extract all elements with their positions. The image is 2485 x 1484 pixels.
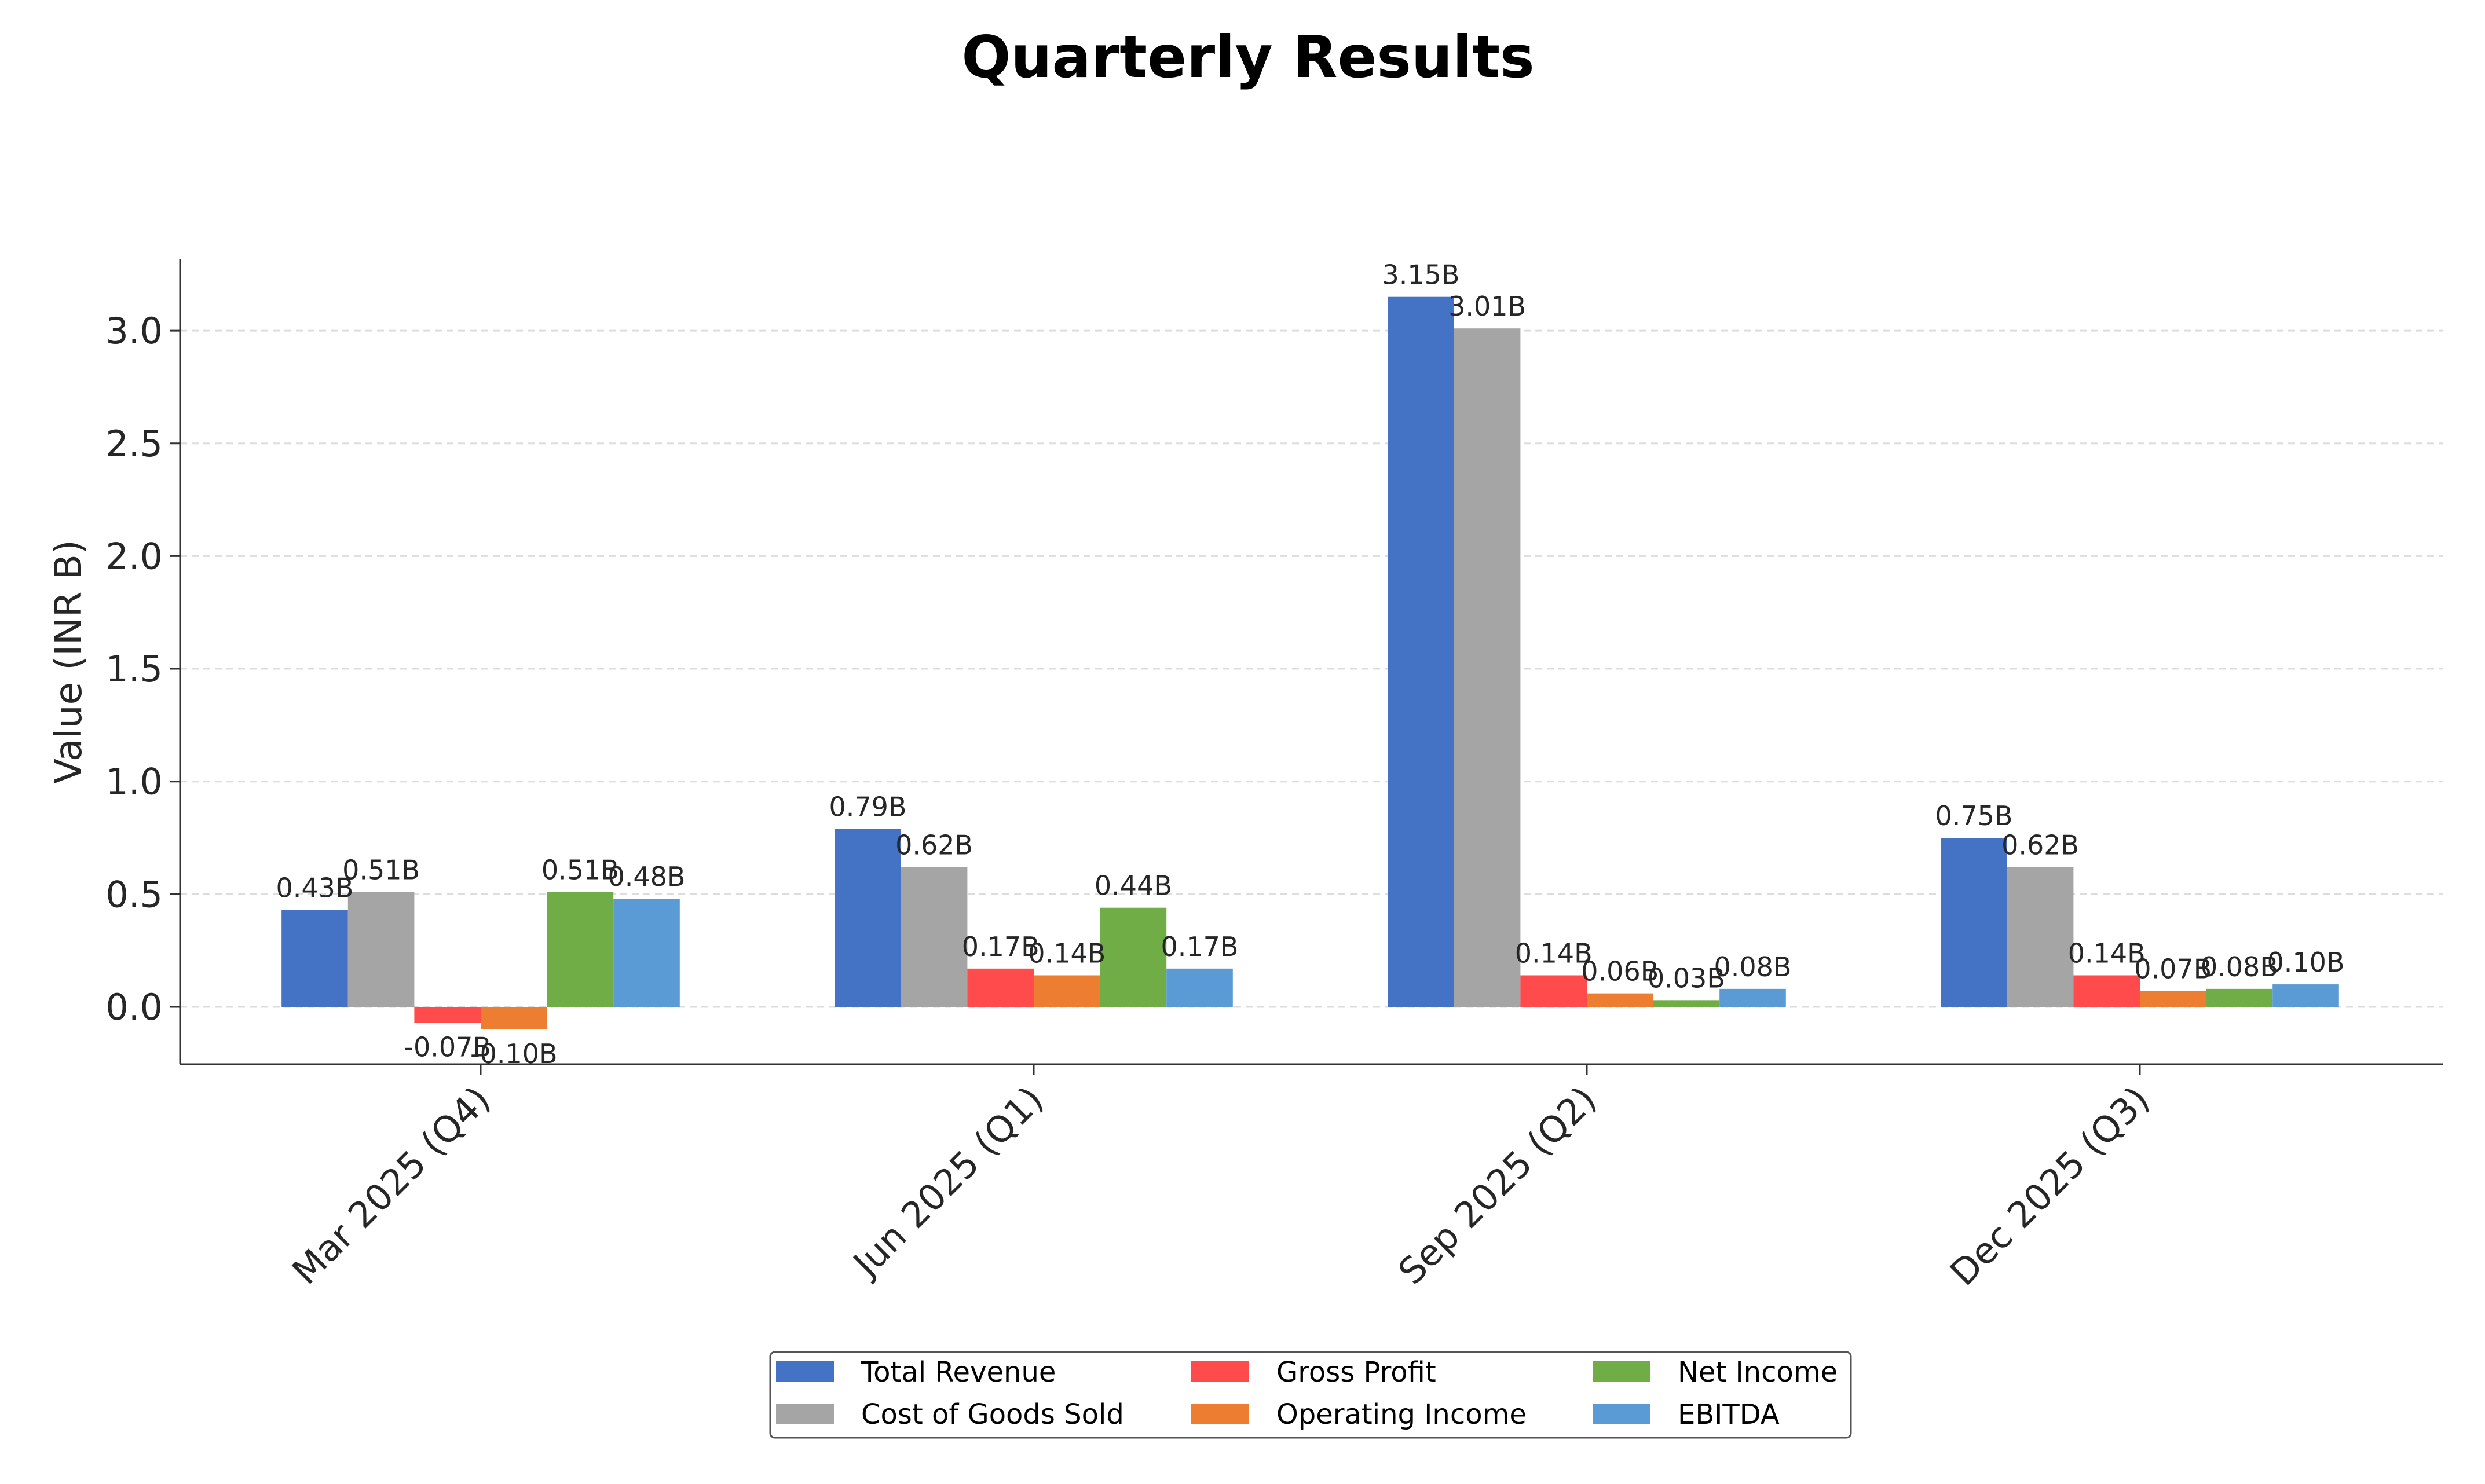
legend: Total Revenue Cost of Goods Sold Gross Pro… bbox=[769, 1351, 1852, 1439]
data-label: 0.44B bbox=[1095, 870, 1172, 902]
bar bbox=[2272, 984, 2339, 1007]
bar bbox=[613, 899, 680, 1007]
bar bbox=[835, 829, 901, 1007]
y-ticks: 0.0 0.5 1.0 1.5 2.0 2.5 3.0 bbox=[105, 310, 180, 1028]
legend-items: Total Revenue Cost of Goods Sold Gross Pro… bbox=[776, 1356, 1838, 1431]
bar bbox=[1653, 1000, 1720, 1007]
y-tick-label: 3.0 bbox=[105, 310, 163, 352]
bar bbox=[281, 910, 348, 1007]
data-label: 3.15B bbox=[1382, 259, 1460, 291]
data-label: 0.62B bbox=[895, 830, 973, 861]
y-tick-label: 1.5 bbox=[105, 648, 163, 690]
legend-swatch bbox=[1593, 1404, 1650, 1424]
legend-swatch bbox=[776, 1404, 834, 1424]
bar bbox=[967, 968, 1034, 1007]
data-label: 0.08B bbox=[1714, 951, 1792, 983]
bar bbox=[1100, 907, 1167, 1007]
x-tick-label: Mar 2025 (Q4) bbox=[284, 1078, 498, 1292]
legend-label: Operating Income bbox=[1276, 1398, 1527, 1431]
data-label: 0.08B bbox=[2201, 951, 2278, 983]
legend-swatch bbox=[1191, 1404, 1249, 1424]
data-label: 0.62B bbox=[2001, 830, 2079, 861]
y-tick-label: 0.0 bbox=[105, 986, 163, 1028]
bar bbox=[347, 892, 415, 1007]
gridlines bbox=[180, 329, 2443, 1008]
legend-swatch bbox=[1191, 1361, 1249, 1382]
legend-label: Total Revenue bbox=[861, 1356, 1056, 1388]
data-label: 0.14B bbox=[1028, 937, 1106, 969]
bar bbox=[1520, 975, 1587, 1007]
bar bbox=[1166, 968, 1233, 1007]
bar bbox=[1941, 838, 2007, 1007]
legend-swatch bbox=[1593, 1361, 1650, 1382]
bars bbox=[281, 296, 2339, 1029]
data-label: 0.75B bbox=[1935, 800, 2013, 831]
data-label: 0.07B bbox=[2134, 954, 2212, 985]
legend-label: Cost of Goods Sold bbox=[861, 1398, 1124, 1431]
data-label: 0.06B bbox=[1581, 956, 1659, 987]
data-label: 0.17B bbox=[1161, 931, 1239, 962]
data-label: 0.51B bbox=[541, 854, 619, 885]
data-label: -0.07B bbox=[404, 1031, 491, 1062]
data-label: 0.10B bbox=[2267, 947, 2345, 978]
bar bbox=[2073, 975, 2140, 1007]
y-tick-label: 1.0 bbox=[105, 761, 163, 803]
bar bbox=[1587, 993, 1653, 1007]
data-label: 0.51B bbox=[342, 854, 420, 885]
data-label: 0.79B bbox=[829, 791, 907, 822]
legend-swatch bbox=[776, 1361, 834, 1382]
data-label: 0.14B bbox=[1515, 937, 1593, 969]
chart-title: Quarterly Results bbox=[961, 23, 1534, 91]
data-labels: 0.43B 0.79B 3.15B 0.75B 0.51B 0.62B 3.01B 0.62B… bbox=[276, 259, 2345, 1069]
bar bbox=[1454, 328, 1521, 1007]
data-label: 3.01B bbox=[1448, 291, 1526, 322]
x-tick-label: Sep 2025 (Q2) bbox=[1390, 1078, 1604, 1292]
bar bbox=[2206, 988, 2273, 1007]
bar bbox=[901, 867, 968, 1007]
bar bbox=[414, 1007, 481, 1023]
y-tick-label: 2.0 bbox=[105, 535, 163, 577]
bar bbox=[547, 892, 614, 1007]
legend-label: Net Income bbox=[1678, 1356, 1838, 1388]
y-tick-label: 2.5 bbox=[105, 423, 163, 465]
bar bbox=[1719, 988, 1786, 1007]
legend-label: Gross Profit bbox=[1276, 1356, 1436, 1388]
data-label: 0.03B bbox=[1648, 962, 1725, 994]
x-tick-label: Jun 2025 (Q1) bbox=[844, 1078, 1052, 1286]
bar bbox=[1388, 296, 1454, 1007]
y-axis-label: Value (INR B) bbox=[47, 540, 90, 784]
data-label: 0.48B bbox=[608, 861, 686, 892]
data-label: 0.17B bbox=[962, 931, 1040, 962]
data-label: 0.14B bbox=[2068, 937, 2146, 969]
legend-label: EBITDA bbox=[1678, 1398, 1780, 1431]
bar bbox=[2007, 867, 2074, 1007]
x-ticks: Mar 2025 (Q4) Jun 2025 (Q1) Sep 2025 (Q2) D… bbox=[284, 1064, 2158, 1294]
legend-box bbox=[769, 1351, 1852, 1439]
bar bbox=[1034, 975, 1100, 1007]
data-label: 0.43B bbox=[276, 873, 354, 904]
bar bbox=[2140, 991, 2206, 1007]
axes bbox=[179, 259, 2443, 1065]
y-tick-label: 0.5 bbox=[105, 873, 163, 915]
bar bbox=[481, 1007, 547, 1029]
x-tick-label: Dec 2025 (Q3) bbox=[1942, 1078, 2158, 1294]
